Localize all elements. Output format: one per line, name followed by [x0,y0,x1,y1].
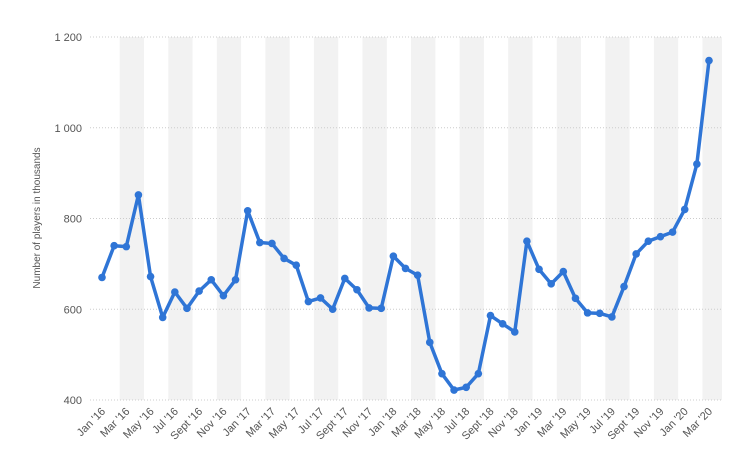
data-point [389,252,398,260]
y-axis-title: Number of players in thousands [32,147,43,288]
data-point [292,261,301,270]
data-point [559,267,568,276]
data-point [583,309,592,317]
data-point [353,285,361,294]
y-tick-label: 600 [64,304,82,316]
data-point [523,237,531,245]
data-point [328,305,337,314]
data-point [693,160,701,168]
data-point [474,369,483,378]
data-point [280,254,288,263]
data-point [207,275,216,284]
background-band [556,37,582,400]
data-point [377,304,386,313]
data-point [195,287,203,295]
y-axis-ticks: 400 600 800 1 000 1 200 [54,32,82,407]
y-tick-label: 1 200 [54,32,82,44]
y-tick-label: 1 000 [54,123,82,135]
data-point [644,237,653,245]
data-point [134,191,143,199]
data-point [498,319,507,328]
data-point [146,272,155,281]
background-bands [119,37,722,400]
data-point [462,383,471,392]
data-points [98,56,713,394]
data-point [413,271,422,280]
data-point [535,265,543,274]
data-point [608,313,616,321]
data-point [620,282,628,291]
data-point [450,386,458,394]
data-point [510,328,519,336]
data-point [365,304,373,312]
data-point [486,311,495,320]
data-point [438,369,446,378]
data-point [571,294,580,303]
data-point [547,280,555,288]
data-point [316,294,325,302]
data-point [632,250,640,258]
data-point [183,304,191,313]
background-band [265,37,290,400]
data-point [110,241,118,250]
data-point [231,275,240,284]
data-point [341,274,349,283]
y-tick-label: 400 [64,395,82,407]
data-point [158,313,167,322]
data-point [668,228,677,236]
background-band [313,37,339,400]
background-band [605,37,630,400]
data-point [122,242,131,251]
data-point [304,297,313,306]
data-point [425,338,434,347]
data-point [595,309,604,318]
data-point [680,205,689,214]
data-point [98,273,106,282]
data-point [268,239,276,248]
data-point [656,232,665,241]
data-point [219,291,228,300]
data-point [256,238,264,247]
y-tick-label: 800 [64,214,82,226]
data-point [401,264,410,273]
data-point [171,288,179,296]
data-point [243,206,252,215]
data-point [705,56,713,65]
gridlines [90,36,722,401]
